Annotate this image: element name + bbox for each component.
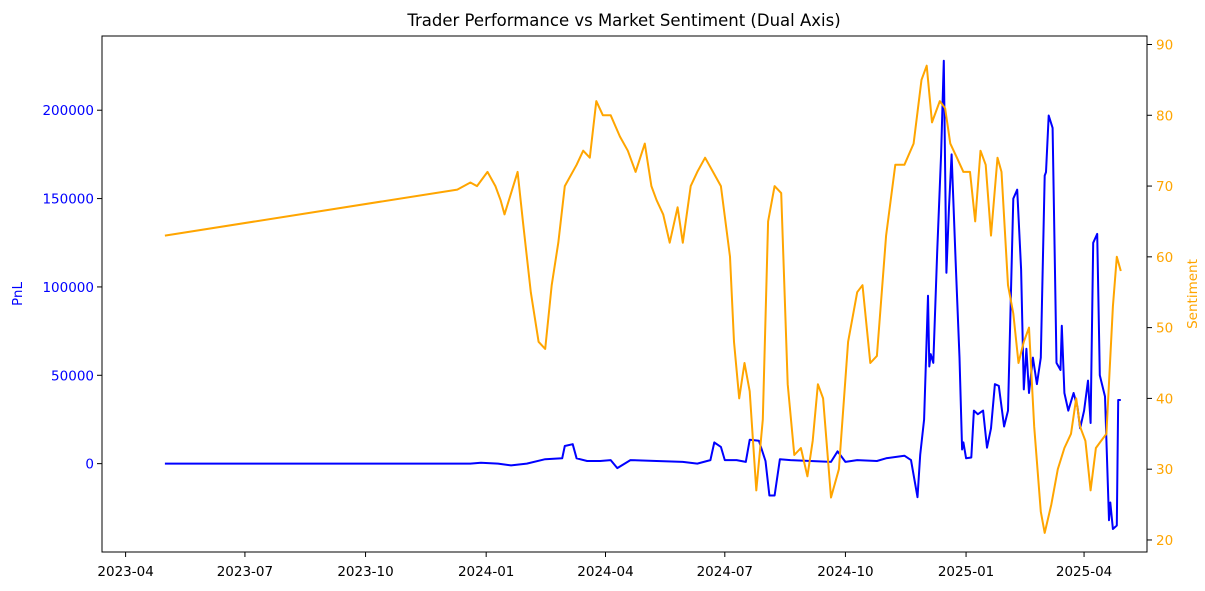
left-y-tick-label: 50000 (51, 368, 94, 384)
right-y-axis-label: Sentiment (1185, 259, 1201, 329)
plot-area (164, 59, 1122, 534)
right-y-tick-label: 20 (1156, 533, 1173, 549)
left-y-tick-label: 150000 (42, 192, 94, 208)
x-tick-label: 2024-01 (458, 564, 514, 580)
x-tick-label: 2025-01 (938, 564, 994, 580)
right-y-tick-label: 30 (1156, 462, 1173, 478)
right-y-axis: 20 30 40 50 60 70 80 90 (1147, 37, 1173, 549)
x-tick-label: 2025-04 (1056, 564, 1112, 580)
left-y-axis-label: PnL (10, 282, 26, 306)
pnl-series-line (164, 59, 1121, 530)
left-y-tick-label: 100000 (42, 280, 94, 296)
x-axis: 2023-04 2023-07 2023-10 2024-01 2024-04 2024-… (97, 552, 1112, 580)
x-tick-label: 2024-07 (697, 564, 753, 580)
right-y-tick-label: 50 (1156, 321, 1173, 337)
x-tick-label: 2024-04 (577, 564, 633, 580)
sentiment-series-line (164, 64, 1122, 534)
right-y-tick-label: 40 (1156, 391, 1173, 407)
x-tick-label: 2023-04 (97, 564, 153, 580)
x-tick-label: 2023-10 (337, 564, 393, 580)
left-y-axis: 0 50000 100000 150000 200000 (42, 103, 102, 473)
x-tick-label: 2024-10 (817, 564, 873, 580)
plot-frame (101, 35, 1148, 553)
right-y-tick-label: 70 (1156, 179, 1173, 195)
right-y-tick-label: 60 (1156, 250, 1173, 266)
right-y-tick-label: 80 (1156, 108, 1173, 124)
right-y-tick-label: 90 (1156, 37, 1173, 53)
left-y-tick-label: 0 (85, 457, 94, 473)
chart-title: Trader Performance vs Market Sentiment (… (406, 11, 840, 30)
left-y-tick-label: 200000 (42, 103, 94, 119)
x-tick-label: 2023-07 (217, 564, 273, 580)
